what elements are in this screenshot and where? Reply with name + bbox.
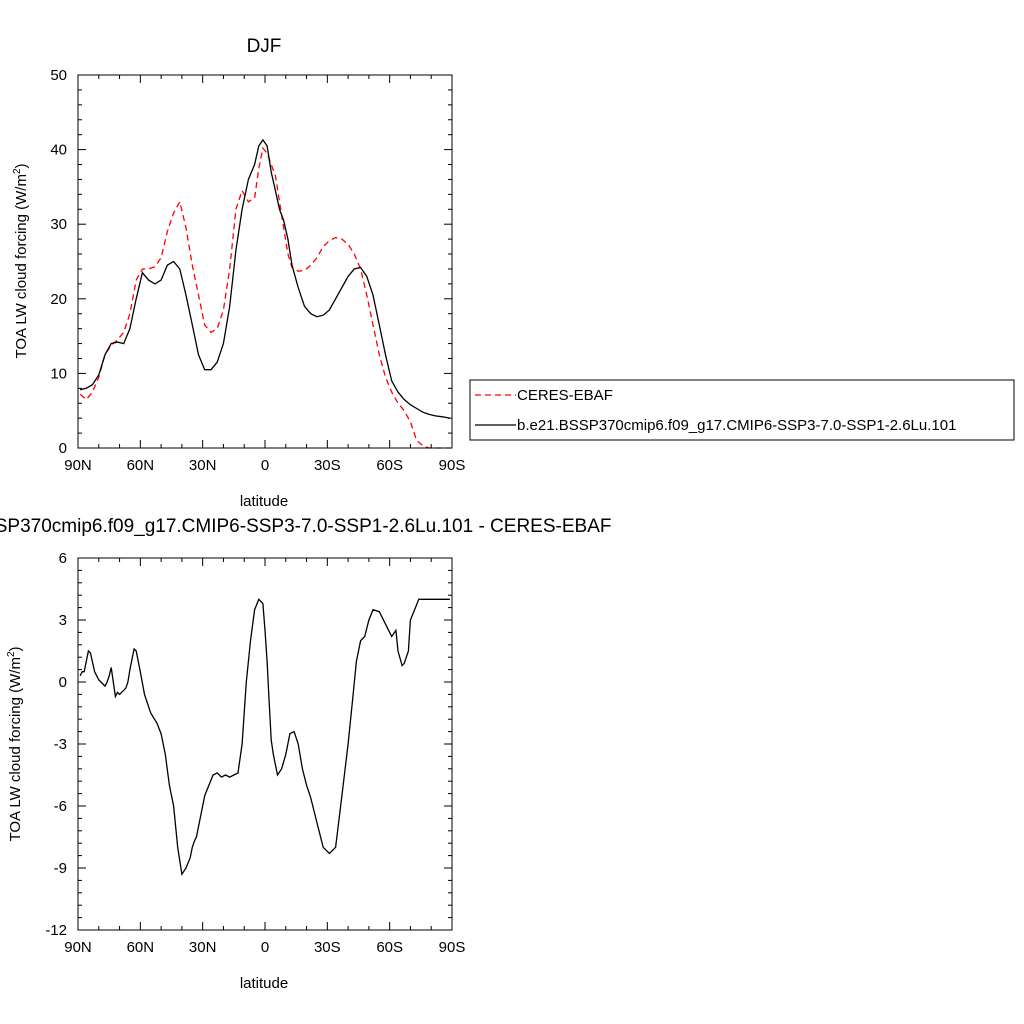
x-tick-label-top-3: 0 <box>261 457 269 474</box>
x-tick-label-bottom-3: 0 <box>261 939 269 956</box>
y-tick-label-bottom-5: 3 <box>59 612 67 629</box>
x-tick-label-top-4: 30S <box>314 457 341 474</box>
x-tick-label-top-1: 60N <box>127 457 155 474</box>
x-tick-label-top-2: 30N <box>189 457 217 474</box>
series-lines-bottom <box>79 598 450 876</box>
y-axis-label-sup-bottom: 2 <box>6 651 17 657</box>
panel-difference: b.e21.BSSP370cmip6.f09_g17.CMIP6-SSP3-7.… <box>0 516 611 992</box>
series-lines-top <box>79 138 451 449</box>
x-tick-label-bottom-6: 90S <box>439 939 466 956</box>
y-tick-label-bottom-2: -6 <box>54 798 67 815</box>
y-tick-label-top-1: 10 <box>50 365 67 382</box>
legend: CERES-EBAF b.e21.BSSP370cmip6.f09_g17.CM… <box>469 379 1015 441</box>
y-tick-label-top-2: 20 <box>50 291 67 308</box>
axis-ticks-bottom: 90N 60N 30N 0 30S 60S 90S -12 -9 -6 -3 0 3 6 <box>45 550 465 956</box>
plot-frame-bottom <box>77 557 453 931</box>
x-axis-label-bottom: latitude <box>240 975 288 992</box>
y-tick-label-top-0: 0 <box>59 440 67 457</box>
series-line-top-0 <box>79 146 450 449</box>
panel-djf: DJF 90N 60N 30N 0 30S 60S 90S 0 10 20 30 40 50 latit… <box>12 36 1015 510</box>
y-tick-label-top-4: 40 <box>50 142 67 159</box>
x-tick-label-top-0: 90N <box>64 457 92 474</box>
legend-label-model: b.e21.BSSP370cmip6.f09_g17.CMIP6-SSP3-7.… <box>517 417 956 434</box>
legend-label-ceres: CERES-EBAF <box>517 387 613 404</box>
x-tick-label-bottom-1: 60N <box>127 939 155 956</box>
plot-frame-top <box>77 74 453 449</box>
x-axis-label-top: latitude <box>240 493 288 510</box>
y-axis-label-close-top: ) <box>13 163 30 168</box>
y-axis-label-bottom: TOA LW cloud forcing (W/m2) <box>6 646 24 841</box>
legend-box <box>469 379 1015 441</box>
x-tick-label-bottom-5: 60S <box>376 939 403 956</box>
y-axis-label-top: TOA LW cloud forcing (W/m2) <box>12 163 30 358</box>
y-tick-label-top-5: 50 <box>50 67 67 84</box>
y-tick-label-bottom-4: 0 <box>59 674 67 691</box>
x-tick-label-top-5: 60S <box>376 457 403 474</box>
y-tick-label-bottom-6: 6 <box>59 550 67 567</box>
x-tick-label-bottom-4: 30S <box>314 939 341 956</box>
y-tick-label-bottom-0: -12 <box>45 922 67 939</box>
series-line-top-1 <box>79 138 451 419</box>
y-axis-label-close-bottom: ) <box>7 646 24 651</box>
x-tick-label-top-6: 90S <box>439 457 466 474</box>
x-tick-label-bottom-0: 90N <box>64 939 92 956</box>
chart-title-difference: b.e21.BSSP370cmip6.f09_g17.CMIP6-SSP3-7.… <box>0 516 611 537</box>
y-tick-label-top-3: 30 <box>50 216 67 233</box>
chart-title-djf: DJF <box>247 36 282 57</box>
series-line-bottom-0 <box>79 598 450 876</box>
axis-ticks-top: 90N 60N 30N 0 30S 60S 90S 0 10 20 30 40 50 <box>50 67 465 474</box>
x-tick-label-bottom-2: 30N <box>189 939 217 956</box>
y-axis-label-sup-top: 2 <box>12 168 23 174</box>
y-tick-label-bottom-1: -9 <box>54 860 67 877</box>
y-tick-label-bottom-3: -3 <box>54 736 67 753</box>
